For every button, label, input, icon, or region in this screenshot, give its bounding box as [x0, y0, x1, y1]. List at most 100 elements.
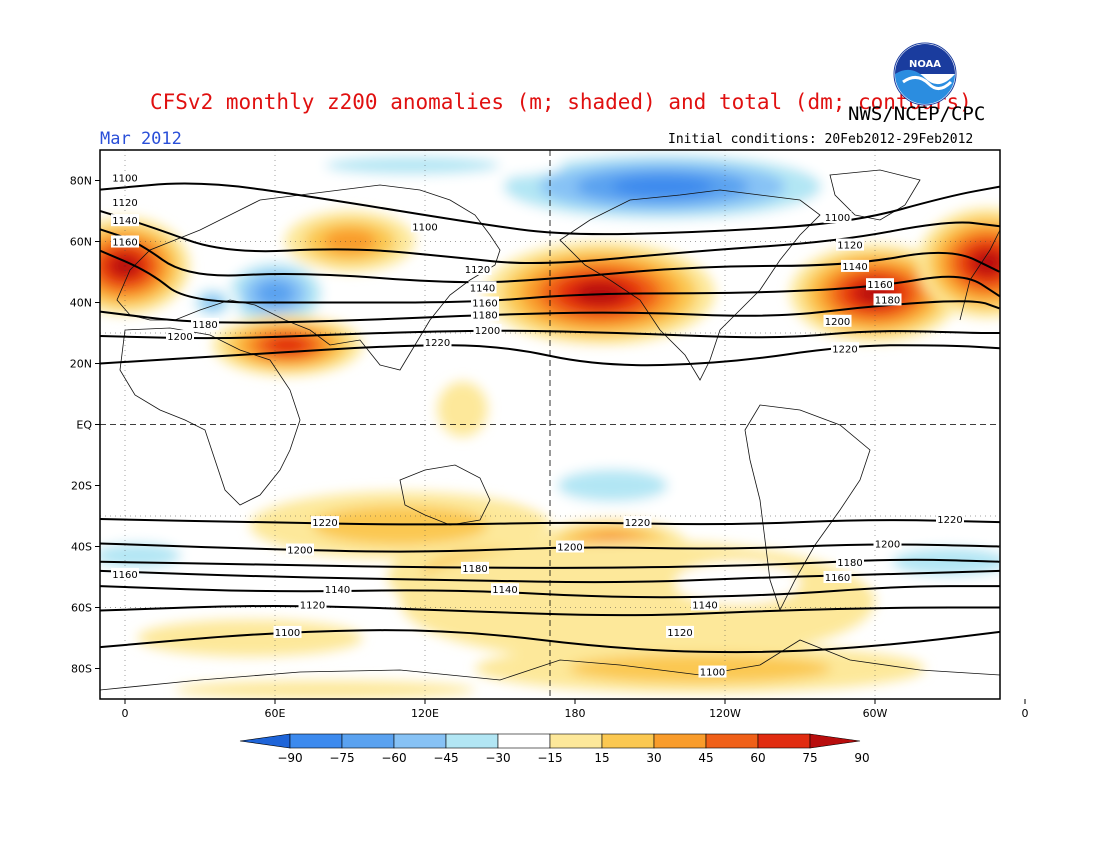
- contour-label-bg: [471, 296, 499, 309]
- x-tick-label: 180: [565, 707, 586, 720]
- anomaly-blob: [437, 381, 488, 437]
- x-tick-label: 60E: [265, 707, 286, 720]
- anomaly-blob: [675, 561, 800, 605]
- contour-line: [100, 604, 1000, 617]
- contour-label-text: 1120: [300, 600, 325, 611]
- contour-line: [100, 300, 1000, 324]
- colorbar-tick-label: −90: [277, 751, 302, 765]
- contour-label-bg: [471, 308, 499, 321]
- contour-label-text: 1160: [825, 573, 850, 584]
- coastline-greenland: [829, 169, 921, 221]
- contour-label: 1180: [471, 308, 499, 322]
- initial-conditions-label: Initial conditions: 20Feb2012-29Feb2012: [668, 132, 974, 147]
- contour-label-bg: [841, 259, 869, 272]
- contour-label: 1220: [831, 342, 859, 355]
- contour-label-text: 1200: [557, 543, 582, 554]
- contour-label-text: 1140: [112, 216, 137, 227]
- colorbar-tick-label: −75: [329, 751, 354, 765]
- anomaly-blob: [492, 348, 633, 391]
- contour-label-bg: [111, 171, 139, 184]
- x-tick-label: 120E: [411, 707, 439, 720]
- axis-labels: 80N 60N 40N 20N EQ 20S 40S 60S 80S 0 60E 120E 180 120…: [70, 175, 1029, 721]
- contour-label-bg: [423, 336, 452, 349]
- contour-label-bg: [698, 665, 727, 678]
- colorbar-segment: [445, 733, 499, 749]
- y-tick-label: 40S: [71, 541, 92, 554]
- anomaly-blob: [611, 176, 714, 197]
- anomaly-blob: [137, 619, 363, 657]
- contour-label: 1200: [873, 537, 902, 550]
- contour-label: 1220: [423, 336, 452, 349]
- y-tick-label: 40N: [70, 297, 92, 310]
- contour-label-bg: [463, 262, 492, 275]
- contour-label: 1140: [323, 583, 352, 596]
- y-tick-label: 80S: [71, 663, 92, 676]
- contour-label-bg: [831, 342, 859, 355]
- y-tick-label: 60N: [70, 236, 92, 249]
- contour-label-bg: [311, 516, 339, 529]
- anomaly-blob: [907, 445, 1000, 495]
- contour-label-bg: [286, 543, 314, 556]
- contour-label-bg: [623, 516, 652, 529]
- colorbar-segment: [705, 733, 759, 749]
- contour-label-bg: [191, 317, 219, 330]
- contour-label-text: 1160: [112, 238, 137, 249]
- contour-label-text: 1160: [867, 280, 892, 291]
- contour-label: 1160: [471, 296, 499, 310]
- contour-line: [100, 228, 1000, 284]
- contour-label: 1220: [623, 516, 652, 529]
- x-tick-label: 120W: [709, 707, 741, 720]
- colorbar-tick-label: 45: [698, 751, 713, 765]
- y-tick-label: 60S: [71, 602, 92, 615]
- x-tick-label: 0: [1022, 707, 1029, 720]
- contour-label: 1140: [491, 583, 519, 596]
- contour-label-bg: [111, 235, 139, 248]
- colorbar-tick-label: 15: [594, 751, 609, 765]
- contour-label-bg: [111, 195, 139, 208]
- contour-label: 1180: [873, 293, 902, 306]
- contour-label: 1140: [468, 281, 497, 294]
- forecast-period: Mar 2012: [100, 129, 182, 149]
- contour-label-text: 1200: [475, 326, 500, 337]
- colorbar-segment: [757, 733, 811, 749]
- contour-label-bg: [666, 625, 694, 638]
- contour-label-bg: [111, 567, 139, 580]
- contour-label-text: 1120: [667, 628, 692, 639]
- contour-label-text: 1180: [875, 295, 900, 306]
- contour-label: 1220: [936, 513, 964, 526]
- contour-label-text: 1100: [275, 628, 300, 639]
- contour-label: 1140: [111, 214, 139, 227]
- contour-label: 1220: [311, 516, 339, 529]
- colorbar-tick-label: −45: [433, 751, 458, 765]
- coastline-australia: [399, 464, 491, 526]
- contour-label-text: 1100: [825, 213, 850, 224]
- contour-label: 1120: [836, 238, 864, 252]
- contour-line: [100, 518, 1000, 526]
- contour-label: 1140: [841, 259, 869, 273]
- contour-label-text: 1200: [287, 546, 312, 557]
- contour-label-text: 1140: [492, 585, 517, 596]
- colorbar-left-arrow: [239, 733, 291, 749]
- map-title: CFSv2 monthly z200 anomalies (m; shaded)…: [150, 90, 972, 114]
- contour-label-bg: [823, 211, 852, 224]
- height-contours: [100, 182, 1000, 654]
- contour-label-text: 1100: [700, 668, 725, 679]
- anomaly-blob: [400, 540, 875, 663]
- colorbar-segment: [497, 733, 551, 749]
- colorbar-segment: [549, 733, 603, 749]
- contour-label-text: 1220: [425, 338, 450, 349]
- y-tick-label: 80N: [70, 175, 92, 188]
- contour-label: 1120: [666, 625, 694, 639]
- anomaly-blob: [725, 348, 835, 398]
- contour-label-text: 1140: [470, 283, 495, 294]
- contour-label-text: 1120: [112, 198, 137, 209]
- contour-label-text: 1140: [842, 262, 867, 273]
- anomaly-blob: [202, 294, 223, 311]
- anomaly-blob: [100, 543, 182, 569]
- contour-label-text: 1100: [412, 222, 437, 233]
- anomaly-blob: [268, 337, 307, 354]
- contour-label-bg: [556, 540, 584, 553]
- colorbar-tick-label: −60: [381, 751, 406, 765]
- colorbar-tick-label: 30: [646, 751, 661, 765]
